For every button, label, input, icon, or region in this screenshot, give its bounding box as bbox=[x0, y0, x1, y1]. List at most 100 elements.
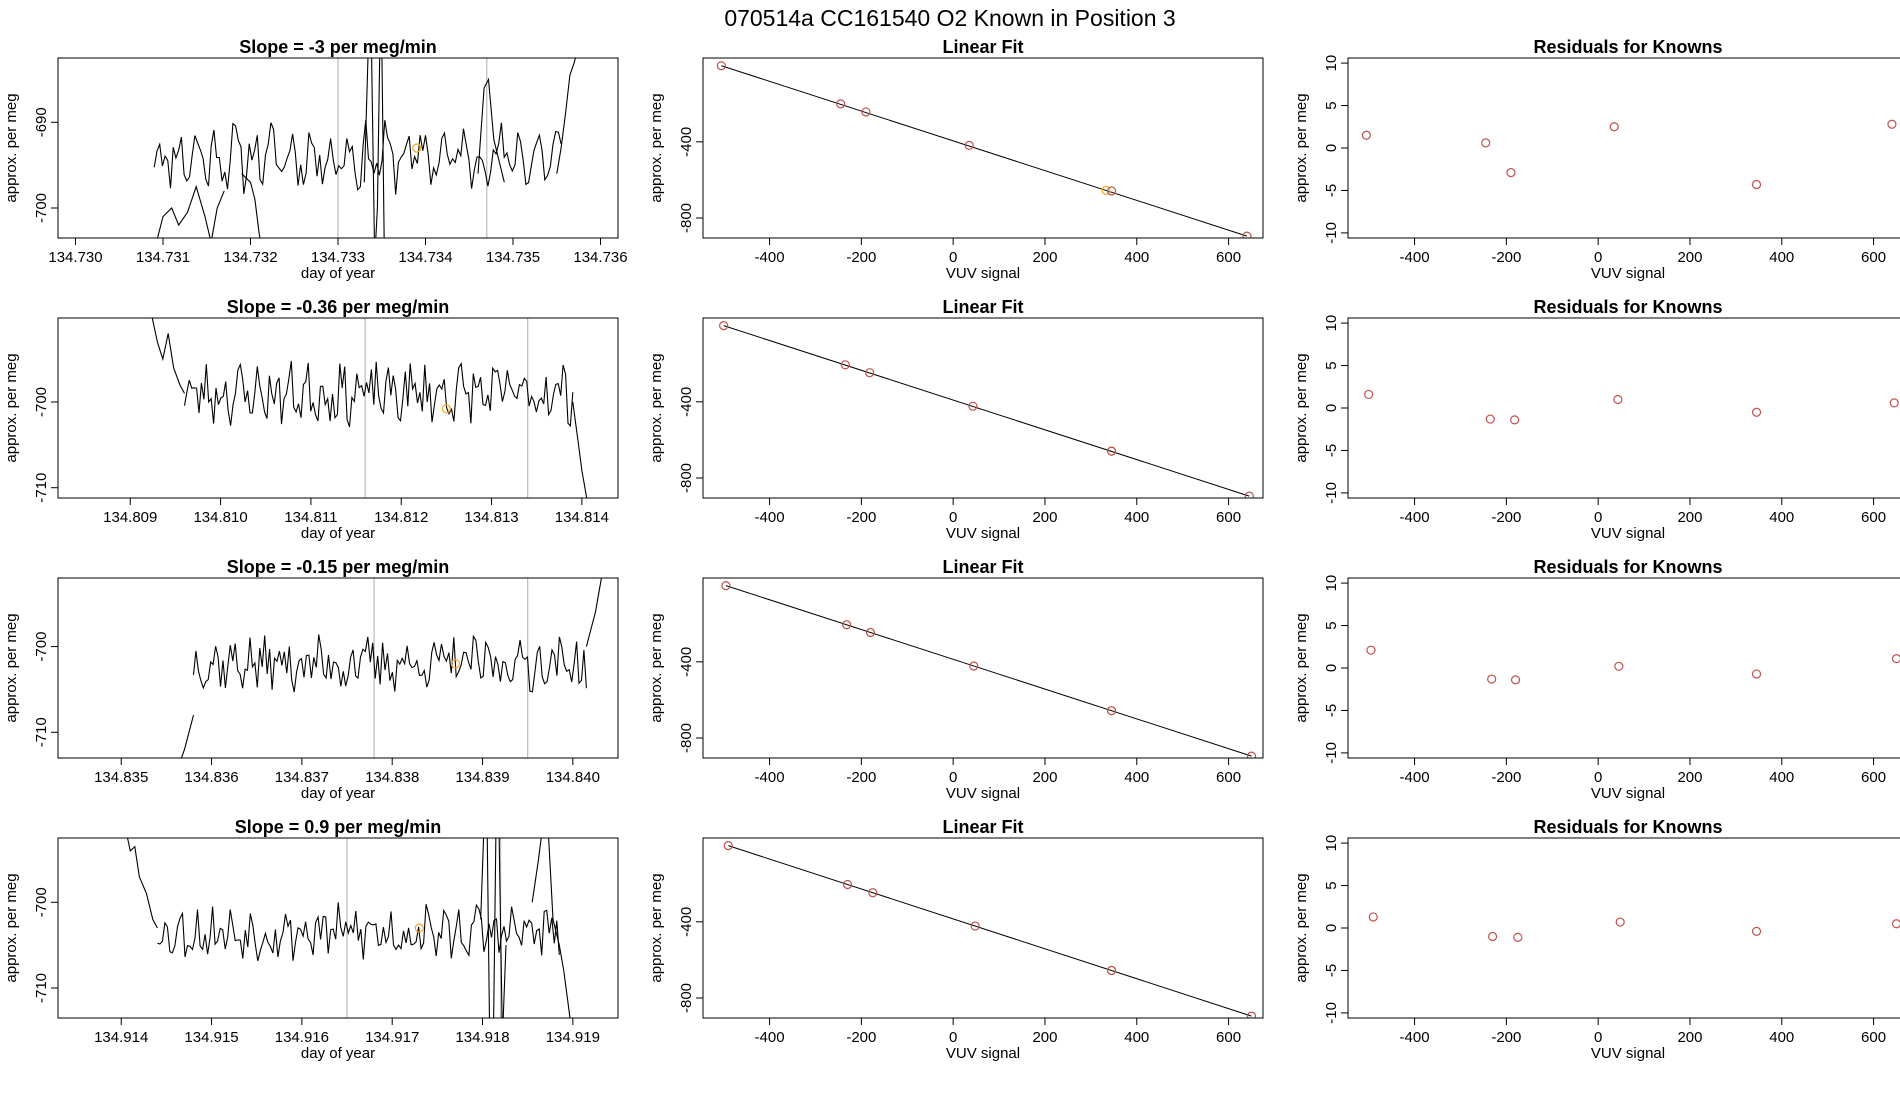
x-tick-label: 134.813 bbox=[464, 509, 518, 526]
x-tick-label: 134.838 bbox=[365, 769, 419, 786]
known-point bbox=[1751, 179, 1762, 190]
panel-title: Linear Fit bbox=[942, 37, 1023, 57]
x-tick-label: 400 bbox=[1769, 509, 1794, 526]
x-tick-label: 200 bbox=[1032, 249, 1057, 266]
x-axis-label: day of year bbox=[301, 1045, 375, 1062]
known-point bbox=[1246, 751, 1257, 758]
x-tick-label: 134.919 bbox=[546, 1029, 600, 1046]
x-tick-label: 600 bbox=[1216, 1029, 1241, 1046]
panel-title: Slope = 0.9 per meg/min bbox=[235, 817, 442, 837]
panel-0-0: Slope = -3 per meg/min 134.730 134.731 134.… bbox=[3, 37, 628, 282]
x-tick-label: 0 bbox=[1594, 769, 1602, 786]
plot-frame bbox=[1347, 837, 1900, 1019]
x-tick-label: -200 bbox=[846, 509, 876, 526]
known-point bbox=[1887, 119, 1897, 129]
fit-line bbox=[721, 65, 1248, 237]
x-axis-label: day of year bbox=[301, 785, 375, 802]
y-axis-label: approx. per meg bbox=[3, 613, 20, 722]
panel-3-2: Residuals for Knowns -400 -200 0 200 400 600 10… bbox=[1293, 817, 1900, 1062]
known-point bbox=[1106, 186, 1117, 196]
signal-trace bbox=[153, 120, 562, 195]
x-tick-label: 134.810 bbox=[193, 509, 247, 526]
y-tick-label: -10 bbox=[1323, 222, 1340, 244]
y-tick-label: 0 bbox=[1323, 404, 1340, 412]
signal-trace-segment bbox=[585, 578, 602, 647]
plot-area bbox=[1368, 912, 1900, 942]
x-tick-label: 134.733 bbox=[311, 249, 365, 266]
highlight-point bbox=[414, 923, 424, 933]
x-tick-label: -200 bbox=[846, 769, 876, 786]
panel-title: Linear Fit bbox=[942, 817, 1023, 837]
panel-0-2: Residuals for Knowns -400 -200 0 200 400 600 10… bbox=[1293, 37, 1900, 282]
x-tick-label: 600 bbox=[1216, 769, 1241, 786]
y-axis-label: approx. per meg bbox=[1293, 613, 1310, 722]
x-tick-label: 200 bbox=[1032, 1029, 1057, 1046]
known-point bbox=[1891, 919, 1900, 929]
x-tick-label: -400 bbox=[755, 249, 785, 266]
highlight-point bbox=[412, 143, 422, 153]
known-point bbox=[1366, 645, 1376, 655]
plot-frame bbox=[1347, 57, 1900, 239]
y-tick-label: 0 bbox=[1323, 664, 1340, 672]
x-tick-label: 0 bbox=[1594, 1029, 1602, 1046]
y-tick-label: 0 bbox=[1323, 924, 1340, 932]
y-tick-label: -5 bbox=[1323, 964, 1340, 977]
y-tick-label: -800 bbox=[678, 983, 695, 1013]
x-tick-label: 134.731 bbox=[136, 249, 190, 266]
x-tick-label: 200 bbox=[1677, 509, 1702, 526]
x-tick-label: 600 bbox=[1861, 1029, 1886, 1046]
signal-trace-segment bbox=[572, 401, 588, 498]
plot-frame bbox=[1347, 317, 1900, 499]
x-tick-label: -200 bbox=[1491, 509, 1521, 526]
y-axis-label: approx. per meg bbox=[648, 613, 665, 722]
x-tick-label: 600 bbox=[1861, 509, 1886, 526]
known-point bbox=[865, 627, 876, 638]
x-tick-label: 400 bbox=[1769, 1029, 1794, 1046]
panel-3-0: Slope = 0.9 per meg/min 134.914 134.915 134… bbox=[3, 817, 619, 1062]
x-tick-label: 134.835 bbox=[94, 769, 148, 786]
plot-area bbox=[180, 578, 602, 758]
known-point bbox=[719, 321, 729, 331]
y-tick-label: -10 bbox=[1323, 482, 1340, 504]
known-point bbox=[964, 140, 974, 151]
x-tick-label: 134.814 bbox=[555, 509, 609, 526]
x-tick-label: 200 bbox=[1677, 249, 1702, 266]
x-tick-label: 134.840 bbox=[546, 769, 600, 786]
x-tick-label: 400 bbox=[1124, 249, 1149, 266]
y-tick-label: -690 bbox=[33, 107, 50, 137]
y-axis-label: approx. per meg bbox=[1293, 93, 1310, 202]
x-tick-label: -200 bbox=[1491, 249, 1521, 266]
plot-frame bbox=[57, 57, 619, 239]
x-tick-label: 134.918 bbox=[455, 1029, 509, 1046]
known-point bbox=[1513, 932, 1523, 942]
known-point bbox=[1487, 674, 1497, 684]
plot-area bbox=[153, 58, 576, 238]
y-tick-label: -700 bbox=[33, 632, 50, 662]
known-point bbox=[1614, 661, 1624, 671]
known-point bbox=[1106, 965, 1117, 976]
known-point bbox=[721, 581, 731, 591]
known-point bbox=[970, 921, 980, 931]
x-tick-label: 600 bbox=[1216, 509, 1241, 526]
panel-3-1: Linear Fit -400 -200 0 200 400 600 -400 -800 VUV … bbox=[648, 817, 1264, 1062]
plot-area bbox=[716, 61, 1252, 238]
x-axis-label: day of year bbox=[301, 265, 375, 282]
x-tick-label: -400 bbox=[1400, 509, 1430, 526]
known-point bbox=[1510, 415, 1520, 425]
known-point bbox=[842, 620, 852, 630]
x-tick-label: 0 bbox=[1594, 509, 1602, 526]
known-point bbox=[1510, 675, 1521, 685]
signal-trace-segment bbox=[241, 173, 261, 238]
signal-trace bbox=[192, 634, 587, 693]
x-tick-label: 134.836 bbox=[184, 769, 238, 786]
x-tick-label: -400 bbox=[1400, 769, 1430, 786]
signal-trace-segment bbox=[156, 184, 225, 238]
known-point bbox=[1613, 394, 1623, 405]
x-tick-label: 134.811 bbox=[284, 509, 337, 526]
x-tick-label: 134.809 bbox=[103, 509, 157, 526]
signal-trace-segment bbox=[556, 58, 576, 174]
y-tick-label: -400 bbox=[678, 907, 695, 937]
y-tick-label: 0 bbox=[1323, 144, 1340, 152]
known-point bbox=[1615, 917, 1625, 927]
known-point bbox=[1244, 491, 1254, 498]
